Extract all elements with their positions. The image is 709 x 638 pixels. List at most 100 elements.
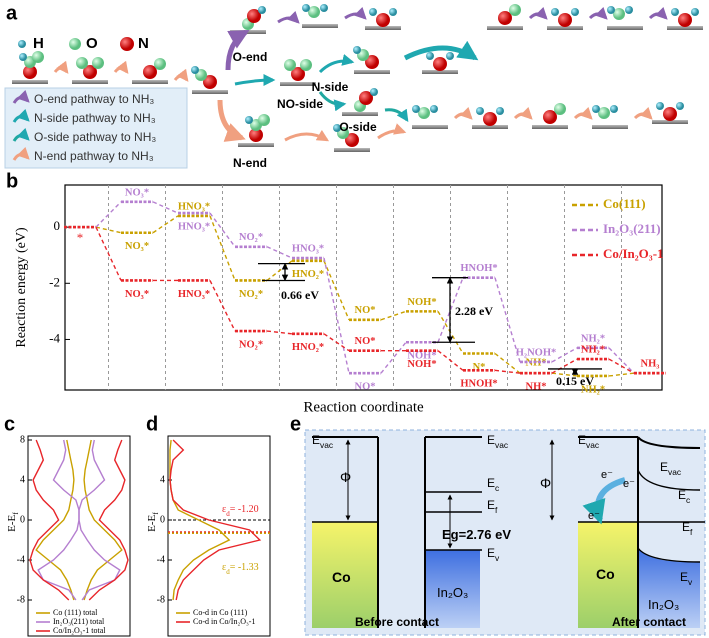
- arrow: [284, 129, 330, 142]
- band-label-sub: vac: [495, 440, 508, 450]
- y-tick-label: -4: [49, 330, 60, 345]
- atom: [551, 8, 559, 16]
- atom: [376, 13, 390, 27]
- band-label-main: Co: [332, 569, 351, 585]
- annotation: 2.28 eV: [455, 304, 493, 318]
- atom: [598, 107, 610, 119]
- d-band-value: = -1.33: [230, 562, 259, 573]
- atom: [369, 8, 377, 16]
- atom-key: [18, 40, 26, 48]
- band-label-main: e⁻: [601, 469, 613, 481]
- arrow: [12, 89, 30, 104]
- band-label: Evac: [660, 460, 681, 477]
- y-tick-label: 0: [20, 514, 25, 525]
- panel-letter: e: [290, 413, 301, 435]
- atom: [320, 4, 328, 12]
- legend-text: N-side pathway to NH₃: [34, 111, 156, 125]
- surface: [422, 70, 458, 74]
- band-label: In₂O₃: [437, 585, 468, 600]
- state-label: HNO₃*: [178, 221, 210, 232]
- band-label-sub: vac: [668, 467, 681, 477]
- band-label: Ec: [487, 476, 499, 493]
- arrow: [53, 60, 69, 74]
- band-label-main: E: [487, 433, 495, 447]
- band-label-main: E: [487, 498, 495, 512]
- atom: [76, 57, 88, 69]
- atom: [554, 103, 566, 115]
- band-label: Ev: [487, 546, 500, 563]
- arrow: [513, 106, 533, 120]
- dos-curve: [83, 439, 123, 601]
- legend-text: Co-d in Co/In₂O₃-1: [193, 617, 255, 626]
- band-label-main: E: [680, 570, 688, 584]
- surface: [230, 30, 266, 34]
- atom: [498, 11, 512, 25]
- band-label: After contact: [612, 615, 686, 629]
- band-label: In₂O₃: [648, 597, 679, 612]
- band-label-main: In₂O₃: [648, 597, 679, 612]
- band-label: Ef: [682, 520, 693, 537]
- state-label: NO*: [355, 336, 376, 347]
- arrow: [453, 106, 473, 120]
- band-label-main: E: [660, 460, 668, 474]
- arrow: [588, 6, 608, 20]
- band-label-main: E: [487, 476, 495, 490]
- band-label-sub: v: [495, 553, 500, 563]
- state-label: NO*: [355, 305, 376, 316]
- dos-curve: [37, 439, 80, 601]
- y-axis-label: E-Ef: [146, 512, 161, 532]
- legend-text: Co (111) total: [53, 608, 98, 617]
- atom: [558, 13, 572, 27]
- atom: [671, 8, 679, 16]
- atom: [476, 107, 484, 115]
- band-label: e⁻: [623, 478, 635, 490]
- connector: [266, 260, 293, 282]
- panel-letter: b: [6, 170, 18, 192]
- state-label: HNO₃*: [178, 289, 210, 300]
- atom: [353, 46, 361, 54]
- arrow: [318, 54, 355, 74]
- atom: [291, 67, 305, 81]
- surface: [302, 24, 338, 28]
- atom: [571, 8, 579, 16]
- atom: [302, 4, 310, 12]
- state-label: NH₂*: [581, 345, 605, 356]
- atom: [430, 105, 438, 113]
- connector: [323, 260, 350, 321]
- surface: [238, 143, 274, 147]
- atom: [333, 124, 341, 132]
- state-label: NO₂*: [239, 289, 263, 300]
- atom: [607, 6, 615, 14]
- atom: [92, 57, 104, 69]
- atom: [247, 9, 261, 23]
- y-tick-label: -4: [17, 554, 25, 565]
- connector: [152, 215, 179, 234]
- connector: [209, 215, 236, 281]
- pathway-label: N-side: [312, 80, 349, 94]
- atom: [483, 112, 497, 126]
- d-band-sub: d: [226, 510, 230, 518]
- surface: [12, 80, 48, 84]
- in2o3-block: [638, 548, 700, 628]
- panel-letter: d: [146, 413, 158, 435]
- y-tick-label: -8: [157, 594, 165, 605]
- connector: [95, 226, 122, 234]
- band-label: Φ: [340, 469, 351, 485]
- connector: [608, 358, 635, 374]
- connector: [551, 358, 578, 374]
- panel-letter: c: [4, 413, 15, 435]
- band-label: Before contact: [355, 615, 439, 629]
- connector: [494, 352, 521, 374]
- atom: [676, 102, 684, 110]
- state-label: NH*: [526, 382, 547, 393]
- ev-bend: [637, 547, 701, 563]
- dos-curve: [35, 439, 75, 601]
- surface: [72, 80, 108, 84]
- atom-label: O: [86, 35, 98, 52]
- connector: [95, 201, 122, 228]
- surface: [607, 26, 643, 30]
- state-label: NO₂*: [239, 339, 263, 350]
- surface: [487, 26, 523, 30]
- band-label: Evac: [312, 433, 333, 450]
- legend-text: In₂O₃(211) total: [53, 617, 105, 626]
